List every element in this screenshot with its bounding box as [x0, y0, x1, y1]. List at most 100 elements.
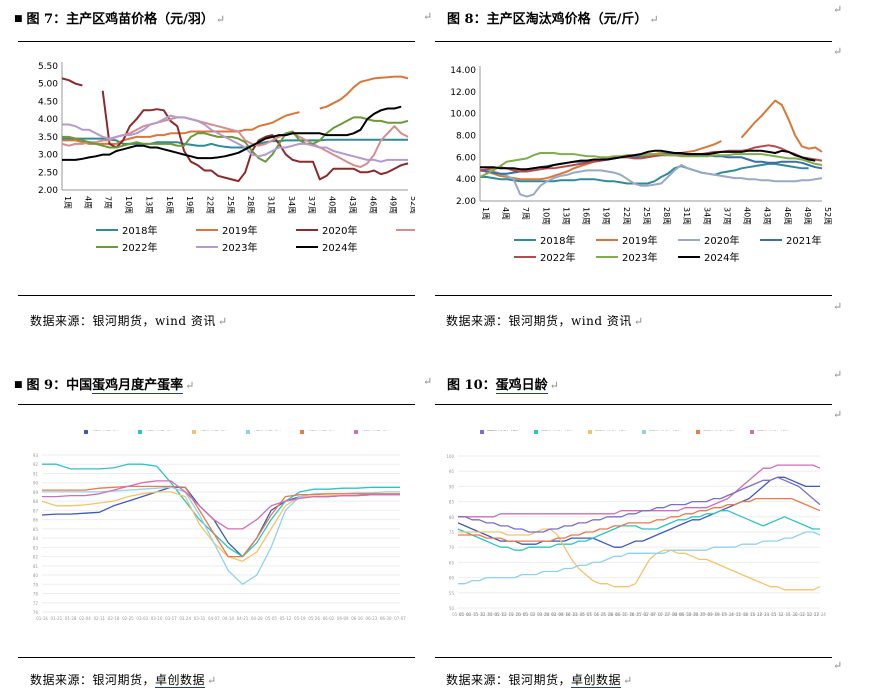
y-tick-label: 85	[33, 527, 39, 532]
fig7-caption-text: 图 7：主产区鸡苗价格（元/羽）	[26, 12, 214, 27]
divider	[435, 404, 832, 405]
fig7-source-text: 数据来源：银河期货，wind 资讯	[30, 314, 216, 328]
return-mark-icon: ↵	[633, 315, 644, 328]
series-line	[479, 99, 823, 181]
x-tick-label: 05-07	[580, 612, 592, 617]
series-line	[457, 510, 820, 551]
legend-label: 2024年	[704, 251, 739, 264]
legend-label: 2020年	[704, 234, 739, 247]
series-line	[458, 531, 821, 585]
y-tick-label: 60	[449, 576, 455, 581]
fig9-chart: 93 92 91 90 89 88 87 86 85 84 83 82 81 80 79 78 77 7601-1…	[33, 430, 406, 621]
fig10-source-text: 数据来源：银河期货，	[446, 673, 572, 687]
x-tick-label: 08-06	[672, 612, 684, 617]
legend-swatch	[750, 430, 754, 434]
y-tick-label: 76	[33, 610, 39, 615]
x-tick-label: 04-14	[222, 616, 234, 621]
fig10-source-link[interactable]: 卓创数据	[571, 673, 622, 688]
x-tick-label: 28周	[662, 207, 671, 225]
x-tick-label: 11-26	[786, 612, 798, 617]
x-tick-label: 05-21	[594, 612, 606, 617]
legend-label: 中国蛋鸡月度产蛋率 2021	[199, 430, 237, 431]
fig8-caption-text: 图 8：主产区淘汰鸡价格（元/斤）	[447, 12, 648, 27]
x-tick-label: 06-16	[351, 616, 363, 621]
legend-label: 全国蛋鸡存栏平均日龄 2019	[541, 430, 582, 431]
x-tick-label: 02-26	[509, 612, 521, 617]
legend-swatch	[354, 430, 358, 434]
x-tick-label: 16周	[582, 207, 591, 225]
fig9-source-link[interactable]: 卓创数据	[155, 673, 206, 688]
bullet-square-icon: ■	[14, 380, 23, 390]
x-tick-label: 05-14	[587, 612, 599, 617]
fig9-caption-link[interactable]: 蛋鸡月度产蛋率	[92, 378, 184, 394]
x-tick-label: 43周	[763, 207, 772, 225]
series-line	[458, 464, 821, 518]
x-tick-label: 02-25	[122, 616, 134, 621]
legend-swatch	[642, 430, 646, 434]
fig7-chart: 5.50 5.00 4.50 4.00 3.50 3.00 2.50 2.00 1周 4周 7周 10…	[38, 62, 415, 254]
divider	[435, 657, 832, 658]
x-tick-label: 49周	[389, 196, 398, 214]
series-line	[479, 164, 823, 198]
return-mark-icon: ↵	[215, 13, 226, 26]
legend-label: 2022年	[122, 241, 157, 254]
x-tick-label: 05-19	[294, 616, 306, 621]
return-mark-icon: ↵	[833, 3, 843, 16]
x-tick-label: 43周	[348, 196, 357, 214]
y-tick-label: 55	[449, 591, 455, 596]
legend-label: 2020年	[322, 224, 357, 237]
divider	[18, 41, 415, 42]
x-tick-label: 06-04	[608, 612, 620, 617]
x-tick-label: 04-07	[208, 616, 220, 621]
series-line	[62, 105, 402, 161]
y-tick-label: 10.00	[450, 110, 476, 120]
x-tick-label: 01-01	[452, 612, 464, 617]
x-tick-label: 04-02	[544, 612, 556, 617]
series-line	[62, 75, 409, 145]
series-line	[458, 497, 821, 542]
legend-swatch	[138, 430, 142, 434]
x-tick-label: 05-26	[308, 616, 320, 621]
x-tick-label: 02-19	[502, 612, 514, 617]
return-mark-icon: ↵	[217, 315, 228, 328]
y-tick-label: 78	[33, 592, 39, 597]
legend-label: 全国蛋鸡存栏平均日龄 2023	[757, 430, 798, 431]
x-tick-label: 05-28	[601, 612, 613, 617]
y-tick-label: 4.00	[456, 175, 476, 185]
x-tick-label: 22周	[622, 207, 631, 225]
legend-label: 全国蛋鸡存栏平均日龄 2018	[487, 430, 528, 431]
y-tick-label: 91	[33, 471, 39, 476]
x-tick-label: 12-10	[800, 612, 812, 617]
fig10-chart: 100 95 90 85 80 75 70 65 60 55 5001-0101-0801-1501…	[446, 430, 826, 617]
x-tick-label: 02-11	[93, 616, 105, 621]
x-tick-label: 10-08	[736, 612, 748, 617]
legend-label: 2021年	[786, 234, 821, 247]
fig10-caption-link[interactable]: 蛋鸡日龄	[495, 378, 548, 394]
x-tick-label: 08-20	[686, 612, 698, 617]
x-tick-label: 04-28	[251, 616, 263, 621]
x-tick-label: 09-17	[715, 612, 727, 617]
x-tick-label: 04-21	[237, 616, 249, 621]
fig9-source: 数据来源：银河期货，卓创数据 ↵	[30, 671, 217, 688]
y-tick-label: 85	[449, 500, 455, 505]
x-tick-label: 07-30	[665, 612, 677, 617]
legend-label: 2019年	[622, 234, 657, 247]
x-tick-label: 08-13	[679, 612, 691, 617]
x-tick-label: 06-11	[615, 612, 627, 617]
fig8-caption: 图 8：主产区淘汰鸡价格（元/斤） ↵	[447, 8, 659, 27]
x-tick-label: 31周	[267, 196, 276, 214]
x-tick-label: 07-16	[651, 612, 663, 617]
x-tick-label: 4周	[83, 196, 92, 209]
x-tick-label: 02-04	[79, 616, 91, 621]
fig7-source: 数据来源：银河期货，wind 资讯 ↵	[30, 312, 228, 329]
divider	[435, 41, 832, 42]
y-tick-label: 79	[33, 582, 39, 587]
y-tick-label: 6.00	[456, 153, 476, 163]
x-tick-label: 07-07	[394, 616, 406, 621]
y-tick-label: 50	[449, 606, 455, 611]
x-tick-label: 04-16	[559, 612, 571, 617]
x-tick-label: 01-21	[51, 616, 63, 621]
x-tick-label: 08-27	[694, 612, 706, 617]
x-tick-label: 02-18	[108, 616, 120, 621]
legend-label: 中国蛋鸡月度产蛋率 2020	[145, 430, 183, 431]
